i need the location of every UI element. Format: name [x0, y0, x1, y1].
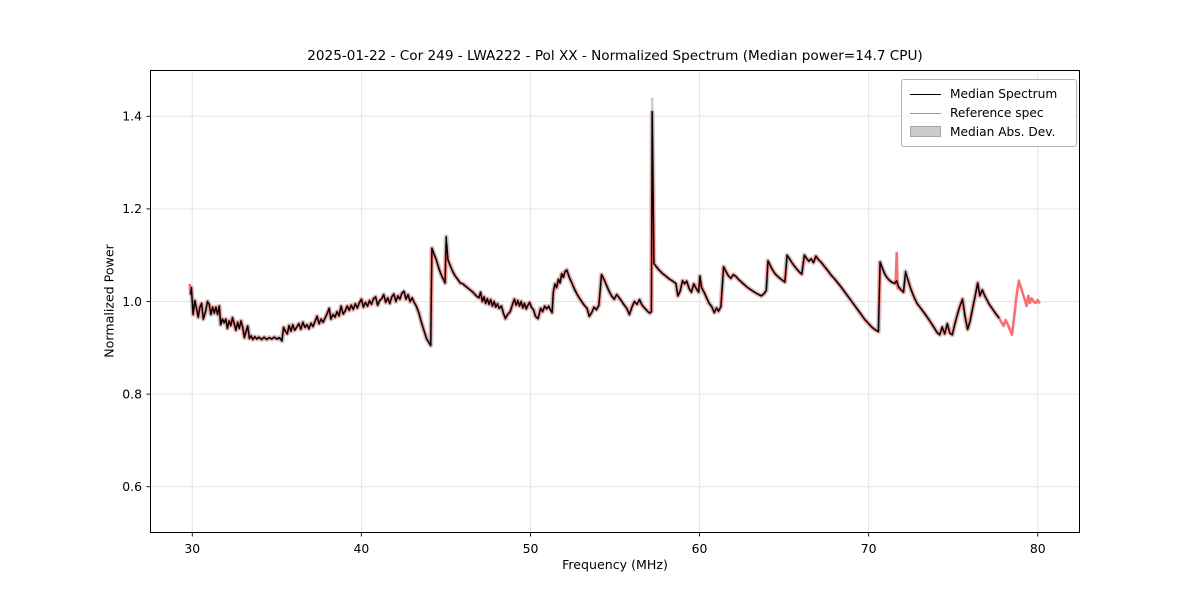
x-tick-label: 30 — [184, 541, 200, 556]
legend-entry: Median Abs. Dev. — [910, 122, 1068, 141]
median-spectrum-line — [189, 111, 1000, 347]
y-tick-label: 1.4 — [122, 109, 142, 124]
legend-entry: Reference spec — [910, 104, 1068, 123]
x-tick-label: 50 — [523, 541, 539, 556]
legend-line-sample — [910, 112, 941, 114]
x-tick-label: 70 — [861, 541, 877, 556]
axes-spines — [150, 70, 1080, 533]
x-axis-label: Frequency (MHz) — [562, 557, 668, 572]
legend-entry-label: Median Abs. Dev. — [950, 124, 1056, 139]
y-axis-label: Normalized Power — [101, 244, 117, 358]
y-tick-label: 1.0 — [122, 294, 142, 309]
y-tick-label: 0.8 — [122, 386, 142, 401]
y-tick-label: 0.6 — [122, 479, 142, 494]
x-tick-label: 60 — [692, 541, 708, 556]
legend-patch-sample — [910, 126, 941, 138]
x-tick-label: 40 — [353, 541, 369, 556]
legend-entry-label: Median Spectrum — [950, 87, 1058, 102]
legend-entry: Median Spectrum — [910, 85, 1068, 104]
y-tick-label: 1.2 — [122, 201, 142, 216]
chart-title: 2025-01-22 - Cor 249 - LWA222 - Pol XX -… — [307, 48, 923, 64]
legend-line-sample — [910, 93, 941, 95]
x-tick-label: 80 — [1030, 541, 1046, 556]
legend-entry-label: Reference spec — [950, 106, 1044, 120]
legend: Median Spectrum Reference spec Median Abs.… — [901, 79, 1077, 147]
